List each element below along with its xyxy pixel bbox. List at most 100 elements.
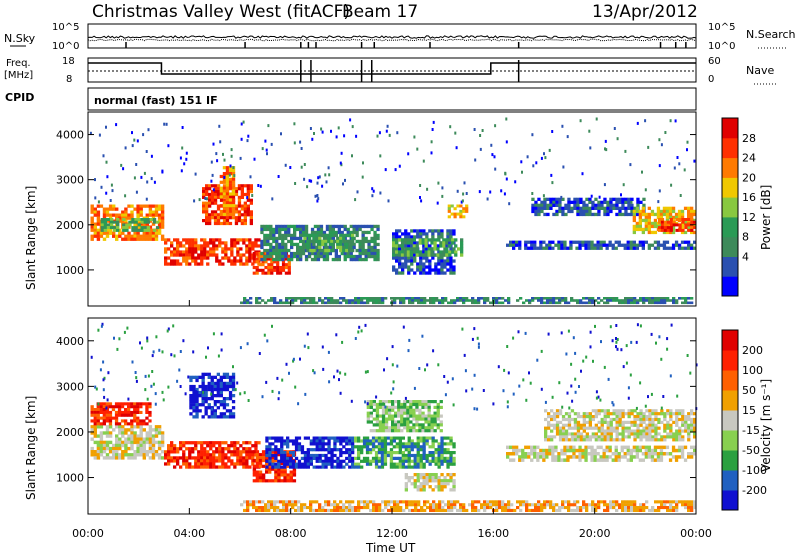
data-cell [668, 458, 673, 462]
data-cell [693, 432, 697, 436]
data-cell [375, 408, 380, 412]
data-cell [164, 462, 168, 466]
data-cell [300, 301, 304, 305]
data-cell [188, 256, 192, 260]
data-cell [430, 241, 434, 245]
data-cell [394, 411, 398, 415]
data-cell [324, 245, 328, 250]
data-cell [324, 459, 328, 463]
data-cell [395, 445, 399, 449]
data-cell [576, 200, 580, 204]
data-cell [424, 429, 428, 433]
data-cell [683, 458, 688, 462]
data-cell [202, 192, 206, 197]
data-cell [210, 190, 215, 194]
data-cell [681, 415, 685, 419]
data-cell [315, 301, 319, 305]
data-cell [321, 462, 325, 466]
data-cell [361, 251, 365, 256]
data-cell [96, 219, 101, 223]
data-cell [116, 220, 120, 224]
data-cell [203, 456, 207, 460]
data-cell [659, 215, 664, 220]
data-cell [279, 268, 283, 272]
data-point [124, 194, 127, 198]
data-cell [373, 236, 377, 241]
data-cell [403, 405, 407, 409]
data-cell [533, 448, 537, 453]
data-cell [333, 301, 337, 305]
data-cell [173, 262, 177, 266]
data-cell [173, 447, 177, 451]
data-cell [351, 439, 355, 443]
data-cell [629, 246, 633, 250]
data-cell [629, 240, 633, 244]
data-cell [204, 390, 208, 395]
data-cell [551, 452, 555, 456]
data-cell [425, 476, 429, 480]
data-cell [690, 230, 694, 235]
data-cell [582, 206, 586, 210]
data-cell [669, 426, 673, 430]
data-cell [431, 268, 435, 272]
data-cell [227, 444, 231, 448]
data-point [664, 131, 667, 134]
data-cell [512, 458, 516, 462]
data-cell [683, 445, 688, 450]
data-cell [90, 428, 94, 432]
data-cell [234, 219, 239, 223]
data-point [463, 181, 466, 185]
data-cell [322, 230, 327, 235]
data-cell [200, 459, 204, 463]
data-cell [585, 197, 589, 201]
data-cell [271, 465, 275, 469]
data-cell [651, 409, 655, 413]
data-cell [231, 172, 236, 176]
data-point [398, 164, 401, 168]
data-cell [261, 464, 266, 468]
data-cell [626, 452, 630, 456]
data-point [133, 176, 136, 180]
data-cell [261, 476, 266, 480]
data-cell [671, 206, 676, 210]
data-cell [675, 423, 679, 427]
data-cell [375, 301, 379, 305]
data-cell [304, 254, 309, 259]
data-cell [438, 301, 442, 305]
data-cell [590, 243, 594, 247]
data-point [194, 172, 197, 176]
data-cell [544, 435, 548, 439]
data-cell [225, 177, 230, 181]
data-cell [127, 437, 131, 441]
data-cell [636, 203, 640, 207]
data-cell [648, 420, 652, 424]
data-cell [90, 431, 94, 435]
data-cell [518, 458, 522, 462]
data-cell [398, 229, 402, 233]
data-cell [392, 235, 396, 239]
data-cell [127, 408, 131, 412]
data-cell [155, 226, 160, 230]
data-cell [693, 218, 697, 223]
data-cell [192, 397, 196, 401]
data-cell [191, 250, 195, 254]
data-cell [404, 241, 408, 245]
data-cell [626, 445, 630, 450]
data-cell [430, 426, 434, 430]
data-cell [195, 397, 199, 401]
data-cell [105, 425, 110, 429]
data-cell [645, 432, 649, 436]
data-cell [364, 251, 368, 256]
data-cell [518, 246, 522, 250]
data-cell [271, 458, 275, 463]
data-cell [632, 218, 636, 223]
data-cell [222, 201, 227, 205]
data-cell [115, 453, 119, 457]
data-cell [596, 243, 600, 247]
data-cell [373, 242, 377, 247]
data-cell [324, 442, 328, 446]
data-cell [564, 203, 568, 207]
data-cell [362, 445, 367, 449]
data-cell [597, 420, 601, 424]
data-cell [195, 387, 199, 392]
